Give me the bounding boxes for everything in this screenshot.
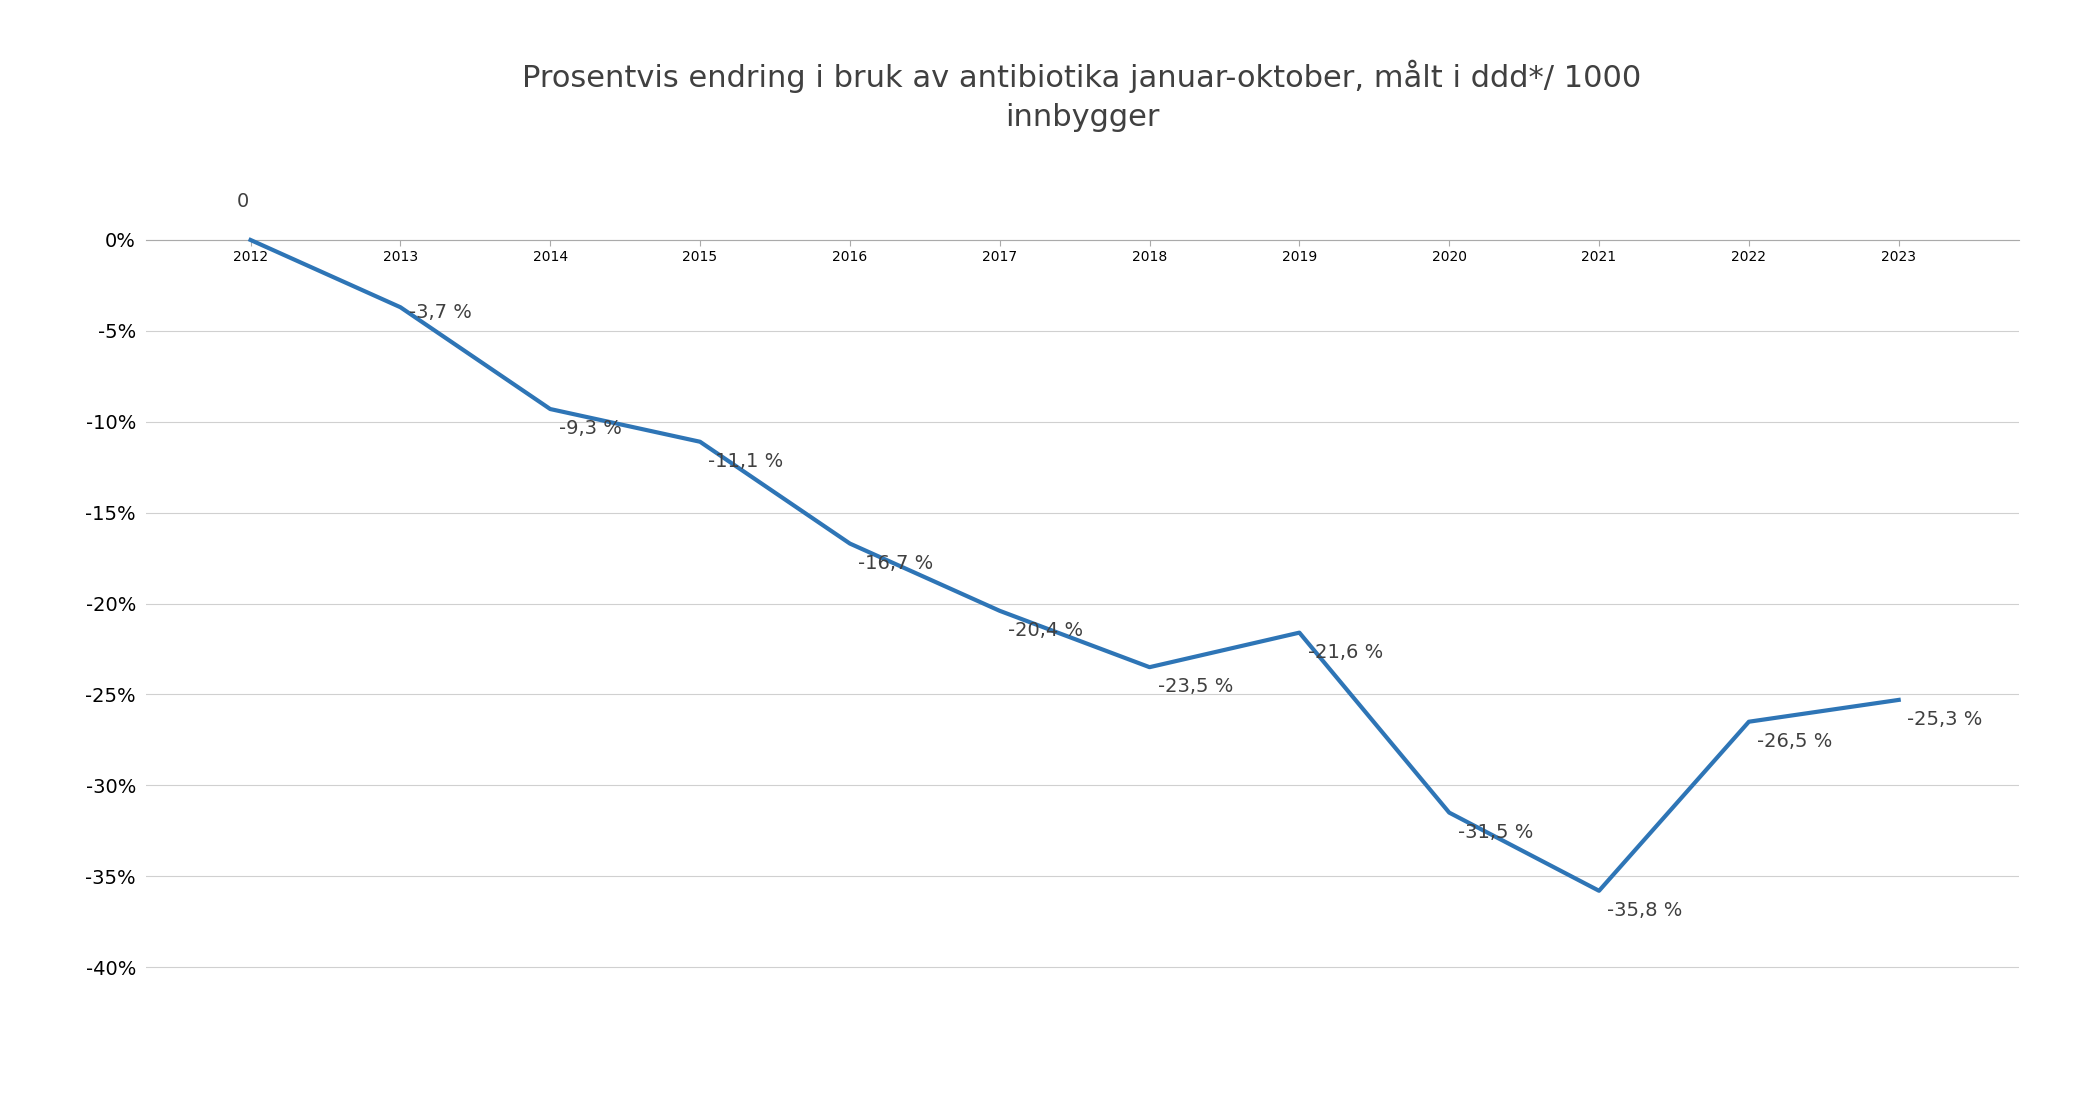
Text: -21,6 %: -21,6 % — [1307, 642, 1384, 661]
Text: -23,5 %: -23,5 % — [1157, 677, 1234, 696]
Text: -20,4 %: -20,4 % — [1007, 621, 1084, 640]
Text: -25,3 %: -25,3 % — [1906, 710, 1983, 729]
Text: -26,5 %: -26,5 % — [1756, 731, 1833, 750]
Text: -9,3 %: -9,3 % — [558, 419, 622, 438]
Text: -35,8 %: -35,8 % — [1607, 901, 1684, 920]
Text: -16,7 %: -16,7 % — [857, 553, 934, 572]
Text: -31,5 %: -31,5 % — [1457, 823, 1534, 842]
Text: 0: 0 — [237, 192, 250, 211]
Title: Prosentvis endring i bruk av antibiotika januar-oktober, målt i ddd*/ 1000
innby: Prosentvis endring i bruk av antibiotika… — [522, 60, 1642, 132]
Text: -3,7 %: -3,7 % — [408, 303, 472, 322]
Text: -11,1 %: -11,1 % — [708, 452, 785, 471]
